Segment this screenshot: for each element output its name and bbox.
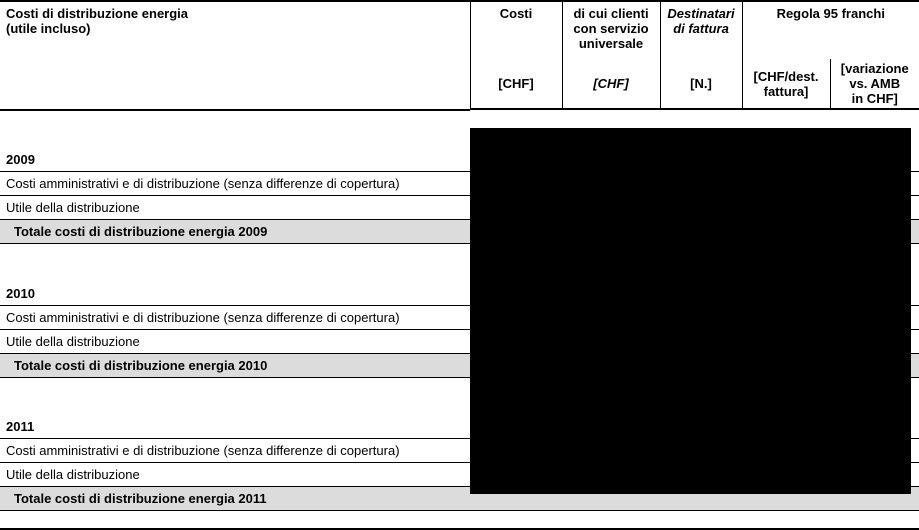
header-universale: di cui clienti con servizio universale [562, 1, 660, 59]
row-2011-total-label: Totale costi di distribuzione energia 20… [0, 487, 470, 511]
row-2011-utile-label: Utile della distribuzione [0, 463, 470, 487]
row-2010-admin-label: Costi amministrativi e di distribuzione … [0, 305, 470, 329]
redaction-block [470, 128, 911, 494]
header-univ-l1: di cui clienti [573, 6, 648, 21]
unit-univ: [CHF] [562, 59, 660, 109]
unit-r2-l2: vs. AMB [849, 76, 900, 91]
table-header: Costi di distribuzione energia (utile in… [0, 1, 919, 110]
year-2010-label: 2010 [0, 282, 470, 306]
unit-r2: [variazione vs. AMB in CHF] [830, 59, 919, 109]
header-title-l2: (utile incluso) [6, 21, 91, 36]
header-title: Costi di distribuzione energia (utile in… [0, 1, 470, 109]
unit-costi-label: [CHF] [498, 76, 533, 91]
header-univ-l3: universale [579, 36, 643, 51]
header-dest-l1: Destinatari [667, 6, 734, 21]
year-2011-label: 2011 [0, 415, 470, 439]
unit-costi: [CHF] [470, 59, 562, 109]
year-2009-label: 2009 [0, 148, 470, 172]
row-2009-utile-label: Utile della distribuzione [0, 196, 470, 220]
unit-r2-l1: [variazione [841, 61, 909, 76]
unit-dest-label: [N.] [690, 76, 712, 91]
unit-dest: [N.] [660, 59, 742, 109]
row-2010-utile-label: Utile della distribuzione [0, 329, 470, 353]
table-container: Costi di distribuzione energia (utile in… [0, 0, 919, 530]
row-2010-total-label: Totale costi di distribuzione energia 20… [0, 353, 470, 377]
unit-r2-l3: in CHF] [852, 91, 898, 106]
end-rule [0, 511, 919, 529]
row-2009-admin-label: Costi amministrativi e di distribuzione … [0, 172, 470, 196]
row-2011-admin-label: Costi amministrativi e di distribuzione … [0, 439, 470, 463]
header-regola-label: Regola 95 franchi [777, 6, 885, 21]
header-destinatari: Destinatari di fattura [660, 1, 742, 59]
header-regola: Regola 95 franchi [742, 1, 919, 59]
header-dest-l2: di fattura [673, 21, 729, 36]
unit-univ-label: [CHF] [593, 76, 628, 91]
header-costi: Costi [470, 1, 562, 59]
header-costi-label: Costi [500, 6, 533, 21]
unit-r1: [CHF/dest. fattura] [742, 59, 830, 109]
header-title-l1: Costi di distribuzione energia [6, 6, 188, 21]
header-univ-l2: con servizio [573, 21, 648, 36]
row-2009-total-label: Totale costi di distribuzione energia 20… [0, 220, 470, 244]
unit-r1-l2: fattura] [764, 84, 809, 99]
unit-r1-l1: [CHF/dest. [754, 69, 819, 84]
